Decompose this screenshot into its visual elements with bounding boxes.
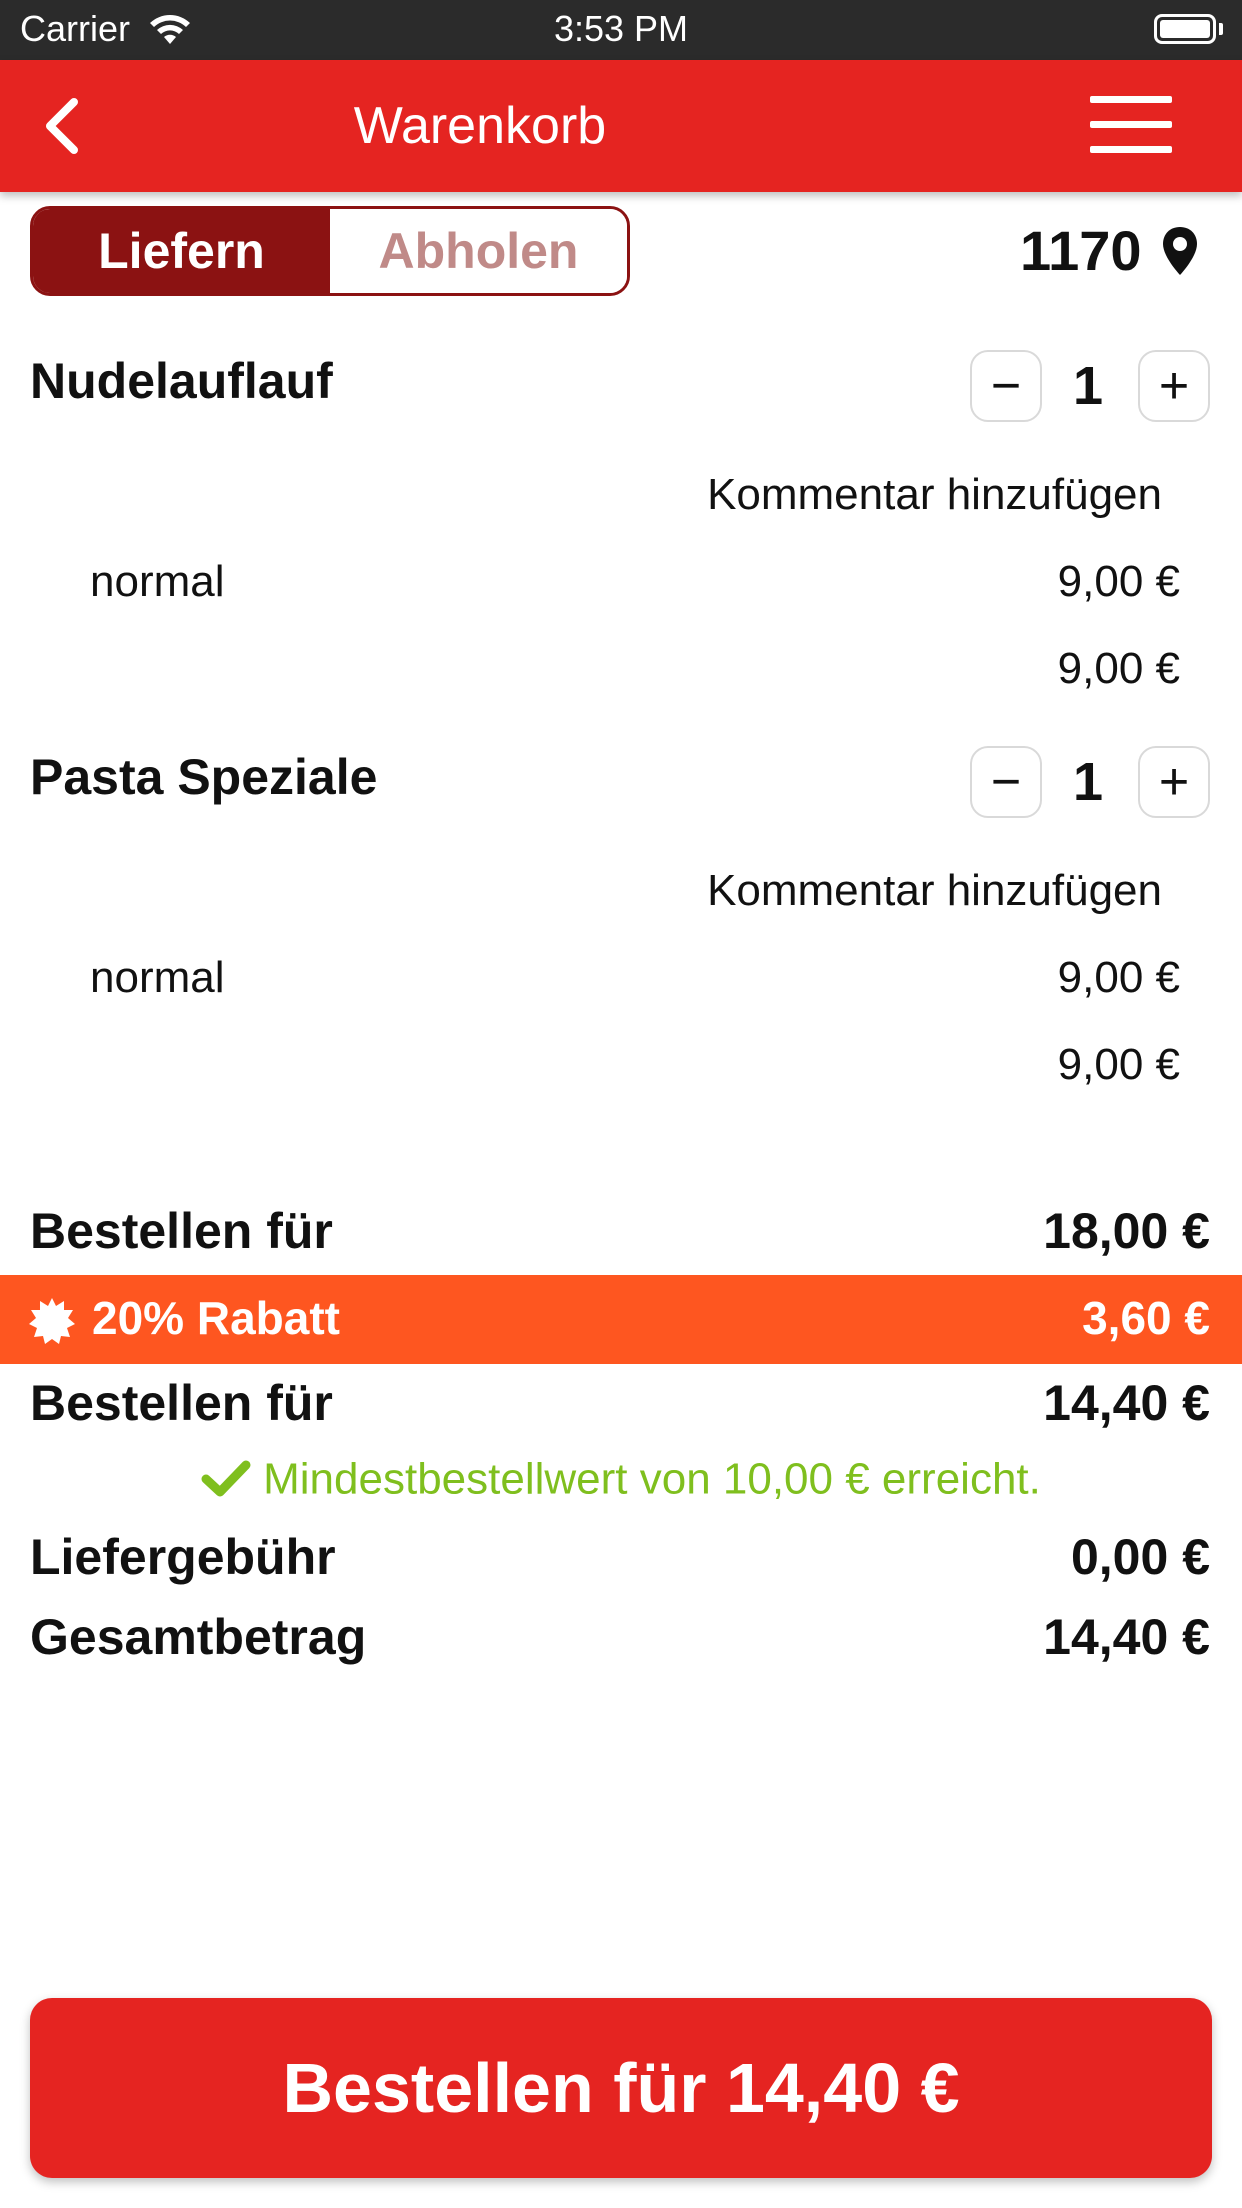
battery-icon — [1154, 14, 1216, 44]
discount-value: 3,60 € — [1082, 1292, 1210, 1344]
back-chevron-icon[interactable] — [42, 98, 82, 154]
place-order-button[interactable]: Bestellen für 14,40 € — [30, 1998, 1212, 2178]
item-quantity: 1 — [1072, 356, 1104, 416]
total-value: 14,40 € — [1043, 1609, 1210, 1665]
page-title: Warenkorb — [353, 97, 607, 155]
delivery-mode-toggle: Liefern Abholen — [30, 206, 630, 296]
location-selector[interactable]: 1170 — [1020, 218, 1200, 288]
plus-icon: + — [1158, 357, 1190, 415]
decrease-qty-button[interactable]: − — [970, 746, 1042, 818]
nav-bar: Warenkorb — [0, 60, 1242, 192]
add-comment-link[interactable]: Kommentar hinzufügen — [707, 470, 1162, 519]
plus-icon: + — [1158, 753, 1190, 811]
discount-row: 20% Rabatt 3,60 € — [0, 1275, 1242, 1364]
item-quantity: 1 — [1072, 752, 1104, 812]
minus-icon: − — [990, 357, 1022, 415]
minus-icon: − — [990, 753, 1022, 811]
cart-item-name: Nudelauflauf — [30, 353, 333, 409]
decrease-qty-button[interactable]: − — [970, 350, 1042, 422]
location-pin-icon — [1163, 226, 1197, 275]
subtotal-label: Bestellen für — [30, 1203, 333, 1259]
zip-code: 1170 — [1020, 219, 1142, 282]
status-bar: Carrier 3:53 PM — [0, 0, 1242, 60]
wifi-icon — [150, 15, 190, 44]
add-comment-link[interactable]: Kommentar hinzufügen — [707, 866, 1162, 915]
item-variant: normal — [90, 953, 225, 1002]
discount-label: 20% Rabatt — [92, 1292, 340, 1344]
checkmark-icon — [201, 1460, 251, 1497]
discount-badge-icon — [29, 1298, 75, 1344]
after-discount-value: 14,40 € — [1043, 1375, 1210, 1431]
after-discount-label: Bestellen für — [30, 1375, 333, 1431]
tab-pickup[interactable]: Abholen — [330, 209, 627, 293]
delivery-fee-label: Liefergebühr — [30, 1529, 336, 1585]
subtotal-value: 18,00 € — [1043, 1203, 1210, 1259]
variant-price: 9,00 € — [1057, 953, 1180, 1002]
clock: 3:53 PM — [553, 8, 689, 49]
item-total: 9,00 € — [1057, 1040, 1180, 1089]
cart-item-name: Pasta Speziale — [30, 749, 378, 805]
menu-icon[interactable] — [1090, 96, 1172, 154]
increase-qty-button[interactable]: + — [1138, 350, 1210, 422]
tab-deliver[interactable]: Liefern — [33, 209, 330, 293]
min-order-text: Mindestbestellwert von 10,00 € erreicht. — [263, 1454, 1041, 1504]
variant-price: 9,00 € — [1057, 557, 1180, 606]
item-variant: normal — [90, 557, 225, 606]
battery-nub — [1219, 23, 1223, 35]
increase-qty-button[interactable]: + — [1138, 746, 1210, 818]
item-total: 9,00 € — [1057, 644, 1180, 693]
total-label: Gesamtbetrag — [30, 1609, 367, 1665]
delivery-fee-value: 0,00 € — [1070, 1529, 1210, 1585]
min-order-note: Mindestbestellwert von 10,00 € erreicht. — [0, 1452, 1242, 1504]
carrier-label: Carrier — [20, 8, 131, 49]
